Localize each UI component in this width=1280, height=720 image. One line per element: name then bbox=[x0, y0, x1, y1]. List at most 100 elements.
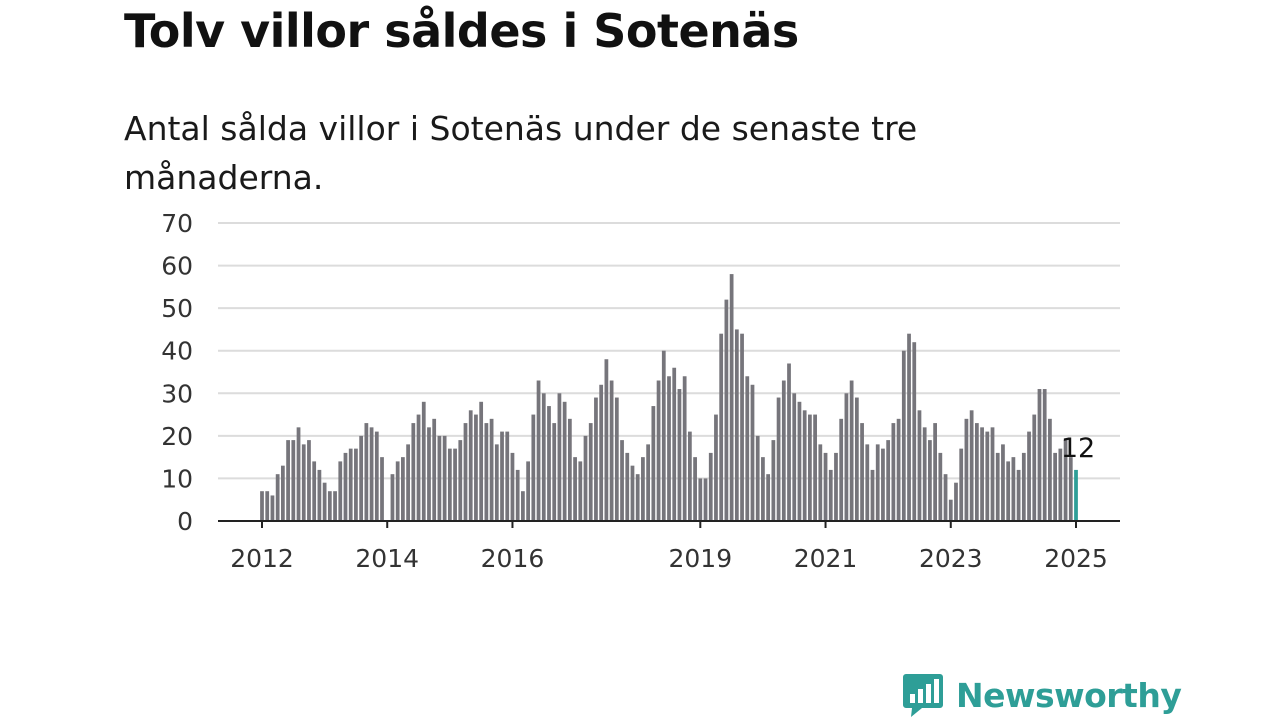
bar bbox=[813, 414, 817, 521]
bar bbox=[468, 410, 473, 521]
bar bbox=[1063, 440, 1068, 521]
bar bbox=[886, 440, 891, 521]
bar bbox=[641, 457, 645, 521]
bar bbox=[854, 397, 859, 521]
x-tick-label: 2019 bbox=[668, 544, 732, 573]
bar bbox=[369, 427, 374, 521]
bar bbox=[463, 423, 468, 521]
bar bbox=[834, 452, 838, 521]
bar bbox=[521, 491, 525, 521]
bar bbox=[421, 401, 426, 521]
bar bbox=[406, 444, 410, 521]
bar bbox=[531, 414, 536, 521]
chart-title: Tolv villor såldes i Sotenäs bbox=[124, 4, 799, 58]
bar bbox=[275, 474, 280, 521]
bar bbox=[552, 423, 557, 521]
bar bbox=[614, 397, 619, 521]
bar bbox=[844, 393, 849, 521]
y-tick-label: 20 bbox=[161, 422, 193, 451]
bar bbox=[1001, 444, 1005, 521]
bar bbox=[901, 350, 906, 521]
x-tick-label: 2014 bbox=[355, 544, 419, 573]
y-tick-label: 0 bbox=[177, 507, 193, 536]
bar bbox=[1053, 452, 1058, 521]
bar bbox=[338, 461, 343, 521]
bar bbox=[1048, 418, 1052, 521]
bar bbox=[536, 380, 541, 521]
bar bbox=[354, 448, 358, 521]
y-tick-label: 50 bbox=[161, 294, 193, 323]
bar bbox=[1021, 452, 1026, 521]
bar bbox=[547, 406, 551, 521]
x-axis: 2012 2014 2016 2019 2021 2023 2025 bbox=[218, 520, 1120, 573]
bar bbox=[609, 380, 614, 521]
bar bbox=[301, 444, 306, 521]
bar bbox=[395, 461, 400, 521]
x-tick-label: 2021 bbox=[794, 544, 858, 573]
bar bbox=[724, 299, 729, 521]
bar bbox=[1037, 389, 1042, 521]
bar bbox=[562, 401, 567, 521]
bar bbox=[781, 380, 786, 521]
bar bbox=[672, 367, 677, 521]
bar bbox=[484, 423, 489, 521]
bar bbox=[954, 482, 958, 521]
bar bbox=[818, 444, 823, 521]
bar bbox=[656, 380, 661, 521]
bar bbox=[912, 342, 917, 521]
bars bbox=[260, 274, 1078, 521]
bar bbox=[515, 469, 520, 521]
bar bbox=[959, 448, 964, 521]
bar bbox=[594, 397, 598, 521]
bar bbox=[411, 423, 416, 521]
bar bbox=[630, 465, 635, 521]
bar bbox=[447, 448, 452, 521]
bar bbox=[364, 423, 369, 521]
bar bbox=[625, 452, 630, 521]
bar bbox=[416, 414, 421, 521]
bar bbox=[1016, 469, 1021, 521]
brand-name: Newsworthy bbox=[956, 675, 1182, 715]
bar bbox=[802, 410, 807, 521]
bar bbox=[828, 469, 833, 521]
bar bbox=[489, 418, 494, 521]
bar bbox=[333, 491, 337, 521]
bar bbox=[875, 444, 880, 521]
annotations: 12 bbox=[1061, 433, 1095, 464]
bar bbox=[432, 418, 437, 521]
bar bbox=[1042, 389, 1047, 521]
bar bbox=[750, 384, 755, 521]
y-tick-label: 70 bbox=[161, 209, 193, 238]
bar-highlight bbox=[1074, 469, 1078, 521]
bar bbox=[870, 469, 875, 521]
x-tick-label: 2012 bbox=[230, 544, 294, 573]
bar bbox=[797, 401, 802, 521]
bar bbox=[401, 457, 405, 521]
bar bbox=[458, 440, 463, 521]
bar bbox=[260, 491, 264, 521]
x-tick-label: 2016 bbox=[481, 544, 545, 573]
bar bbox=[348, 448, 353, 521]
bar bbox=[891, 423, 896, 521]
bar bbox=[990, 427, 995, 521]
bar bbox=[312, 461, 317, 521]
bar bbox=[980, 427, 984, 521]
y-tick-label: 10 bbox=[161, 464, 193, 493]
bar bbox=[505, 431, 510, 521]
bar bbox=[714, 414, 718, 521]
bar bbox=[933, 423, 937, 521]
y-tick-label: 40 bbox=[161, 337, 193, 366]
bar bbox=[1068, 457, 1073, 521]
bar bbox=[604, 359, 609, 521]
bar bbox=[526, 461, 530, 521]
bar bbox=[265, 491, 270, 521]
bar bbox=[599, 384, 604, 521]
bar bbox=[1006, 461, 1011, 521]
bar bbox=[881, 448, 885, 521]
bar bbox=[635, 474, 640, 521]
bar bbox=[761, 457, 765, 521]
bar bbox=[985, 431, 990, 521]
bar bbox=[646, 444, 651, 521]
bar bbox=[792, 393, 797, 521]
bar bbox=[494, 444, 499, 521]
